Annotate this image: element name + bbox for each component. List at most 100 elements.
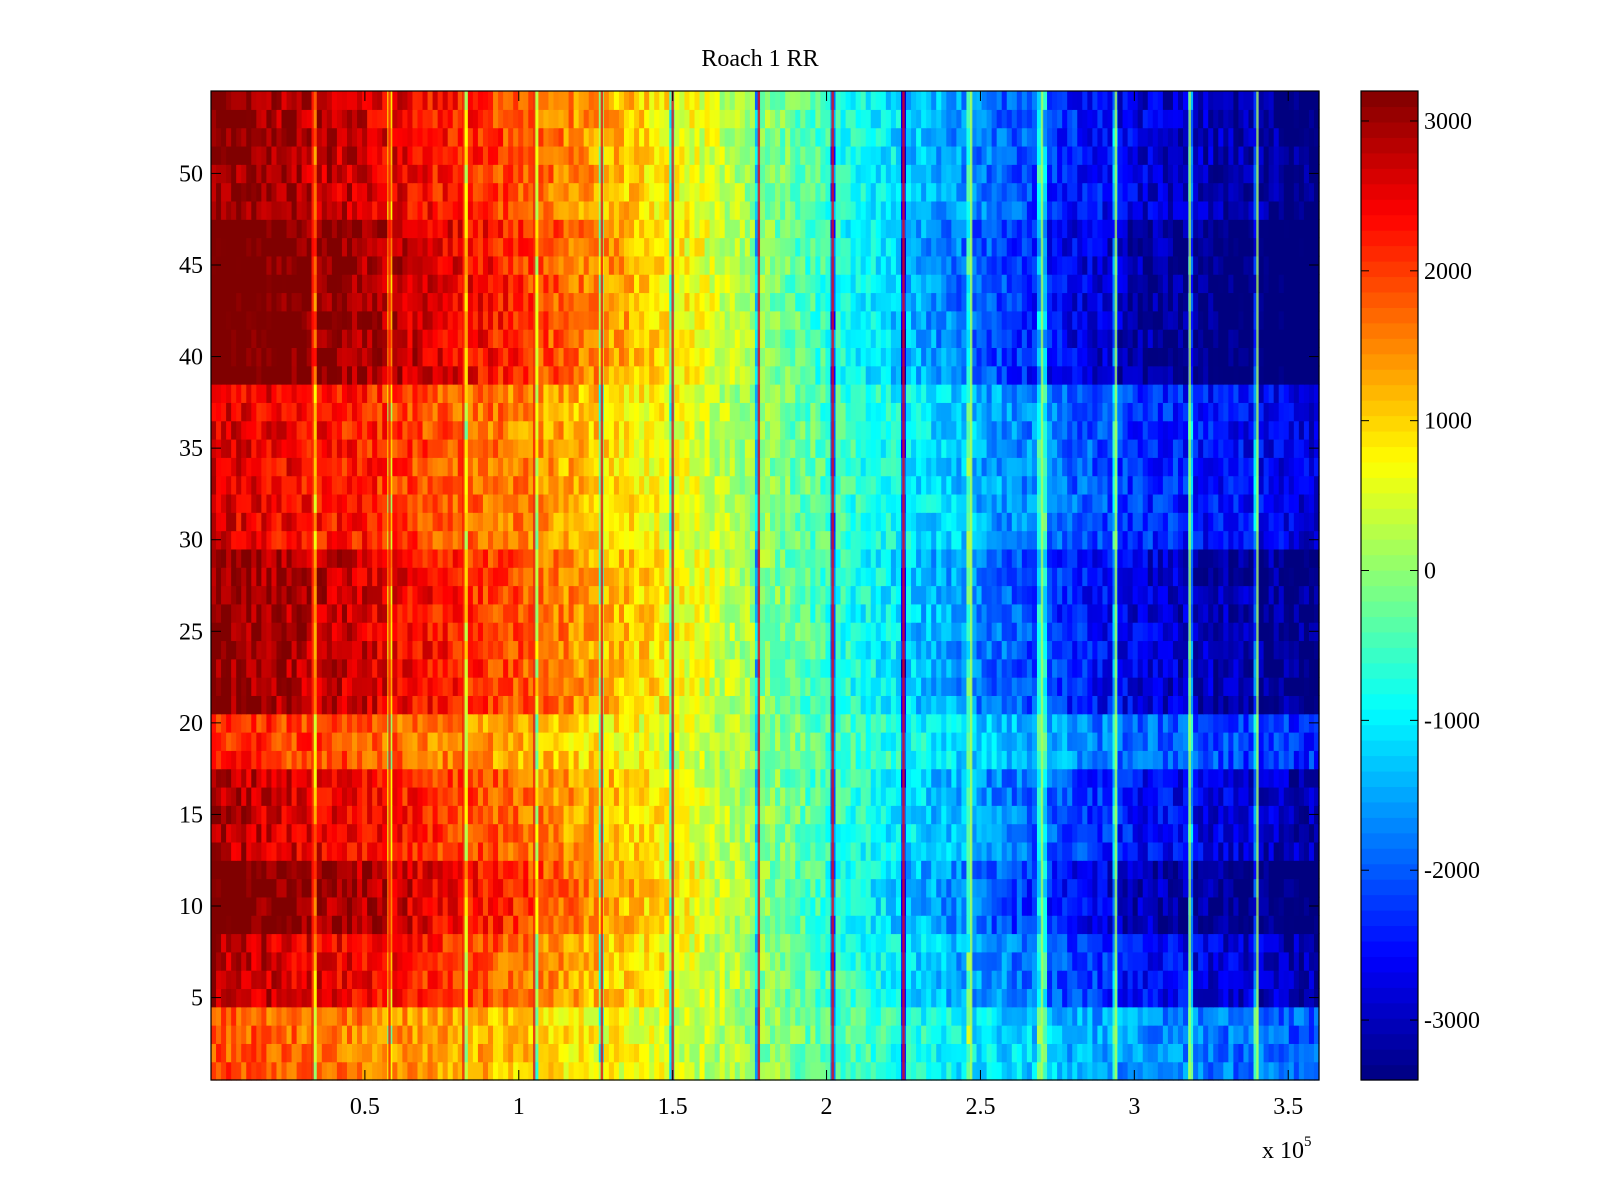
heatmap-cell bbox=[1223, 933, 1229, 953]
heatmap-cell bbox=[341, 1061, 348, 1081]
heatmap-cell bbox=[336, 677, 343, 696]
heatmap-cell bbox=[1162, 1043, 1169, 1063]
heatmap-cell bbox=[1132, 878, 1139, 898]
heatmap-cell bbox=[357, 860, 363, 880]
heatmap-cell bbox=[462, 951, 469, 971]
heatmap-cell bbox=[482, 933, 489, 953]
heatmap-cell bbox=[281, 823, 288, 843]
heatmap-cell bbox=[488, 823, 494, 843]
heatmap-cell bbox=[1283, 988, 1290, 1008]
heatmap-cell bbox=[850, 951, 857, 971]
heatmap-cell bbox=[825, 915, 832, 935]
heatmap-cell bbox=[397, 732, 403, 751]
heatmap-cell bbox=[810, 786, 816, 806]
heatmap-cell bbox=[1263, 695, 1270, 715]
heatmap-cell bbox=[694, 896, 701, 916]
heatmap-cell bbox=[603, 1061, 610, 1081]
heatmap-cell bbox=[1147, 677, 1154, 696]
heatmap-cell bbox=[1107, 786, 1114, 806]
heatmap-cell bbox=[603, 951, 610, 971]
heatmap-cell bbox=[1258, 750, 1265, 770]
heatmap-cell bbox=[336, 713, 343, 733]
heatmap-cell bbox=[1087, 1006, 1093, 1026]
heatmap-cell bbox=[1208, 841, 1214, 861]
heatmap-cell bbox=[518, 713, 524, 733]
heatmap-cell bbox=[1097, 1061, 1104, 1081]
heatmap-cell bbox=[221, 951, 227, 971]
heatmap-cell bbox=[306, 860, 313, 880]
heatmap-cell bbox=[377, 841, 383, 861]
heatmap-cell bbox=[306, 732, 313, 751]
heatmap-cell bbox=[1313, 1043, 1320, 1063]
heatmap-cell bbox=[352, 677, 358, 696]
heatmap-cell bbox=[885, 658, 892, 678]
heatmap-cell bbox=[256, 695, 262, 715]
heatmap-cell bbox=[286, 786, 293, 806]
heatmap-cell bbox=[321, 1061, 328, 1081]
heatmap-cell bbox=[684, 988, 691, 1008]
heatmap-cell bbox=[533, 915, 539, 935]
heatmap-cell bbox=[1198, 988, 1204, 1008]
heatmap-cell bbox=[241, 878, 247, 898]
heatmap-cell bbox=[1283, 860, 1290, 880]
heatmap-cell bbox=[825, 713, 832, 733]
heatmap-cell bbox=[407, 805, 414, 825]
heatmap-cell bbox=[528, 768, 534, 788]
heatmap-cell bbox=[921, 951, 927, 971]
heatmap-cell bbox=[412, 1061, 419, 1081]
heatmap-cell bbox=[553, 1025, 560, 1044]
heatmap-cell bbox=[352, 860, 358, 880]
heatmap-cell bbox=[1258, 896, 1265, 916]
heatmap-cell bbox=[1147, 860, 1154, 880]
heatmap-cell bbox=[654, 933, 660, 953]
heatmap-cell bbox=[1107, 750, 1114, 770]
heatmap-cell bbox=[613, 878, 620, 898]
heatmap-cell bbox=[462, 1006, 469, 1026]
heatmap-cell bbox=[367, 786, 373, 806]
heatmap-cell bbox=[810, 805, 816, 825]
heatmap-cell bbox=[946, 841, 952, 861]
heatmap-cell bbox=[1152, 878, 1159, 898]
heatmap-cell bbox=[664, 1043, 670, 1063]
heatmap-cell bbox=[1137, 860, 1144, 880]
heatmap-cell bbox=[357, 677, 363, 696]
heatmap-cell bbox=[800, 768, 806, 788]
heatmap-cell bbox=[860, 695, 867, 715]
heatmap-cell bbox=[810, 1061, 816, 1081]
heatmap-cell bbox=[412, 750, 419, 770]
heatmap-cell bbox=[659, 750, 665, 770]
heatmap-cell bbox=[1308, 841, 1315, 861]
heatmap-cell bbox=[593, 970, 600, 990]
heatmap-cell bbox=[1087, 713, 1093, 733]
heatmap-cell bbox=[236, 1025, 242, 1044]
heatmap-cell bbox=[1016, 732, 1023, 751]
heatmap-cell bbox=[412, 896, 419, 916]
heatmap-cell bbox=[1057, 695, 1063, 715]
heatmap-cell bbox=[1021, 750, 1028, 770]
heatmap-cell bbox=[417, 805, 424, 825]
heatmap-cell bbox=[875, 768, 882, 788]
heatmap-cell bbox=[694, 658, 701, 678]
heatmap-cell bbox=[1308, 768, 1315, 788]
heatmap-cell bbox=[256, 823, 262, 843]
heatmap-cell bbox=[865, 951, 872, 971]
heatmap-cell bbox=[578, 951, 585, 971]
heatmap-cell bbox=[1107, 988, 1114, 1008]
heatmap-cell bbox=[765, 750, 771, 770]
heatmap-cell bbox=[775, 658, 781, 678]
heatmap-cell bbox=[246, 786, 252, 806]
heatmap-cell bbox=[1107, 768, 1114, 788]
heatmap-cell bbox=[1248, 695, 1255, 715]
heatmap-cell bbox=[367, 677, 373, 696]
heatmap-cell bbox=[1183, 768, 1189, 788]
heatmap-cell bbox=[875, 1025, 882, 1044]
heatmap-cell bbox=[1047, 988, 1053, 1008]
heatmap-cell bbox=[971, 823, 978, 843]
heatmap-cell bbox=[734, 988, 741, 1008]
heatmap-cell bbox=[377, 677, 383, 696]
heatmap-cell bbox=[739, 768, 746, 788]
heatmap-cell bbox=[472, 805, 479, 825]
heatmap-cell bbox=[553, 896, 560, 916]
heatmap-cell bbox=[855, 951, 862, 971]
heatmap-cell bbox=[916, 860, 922, 880]
